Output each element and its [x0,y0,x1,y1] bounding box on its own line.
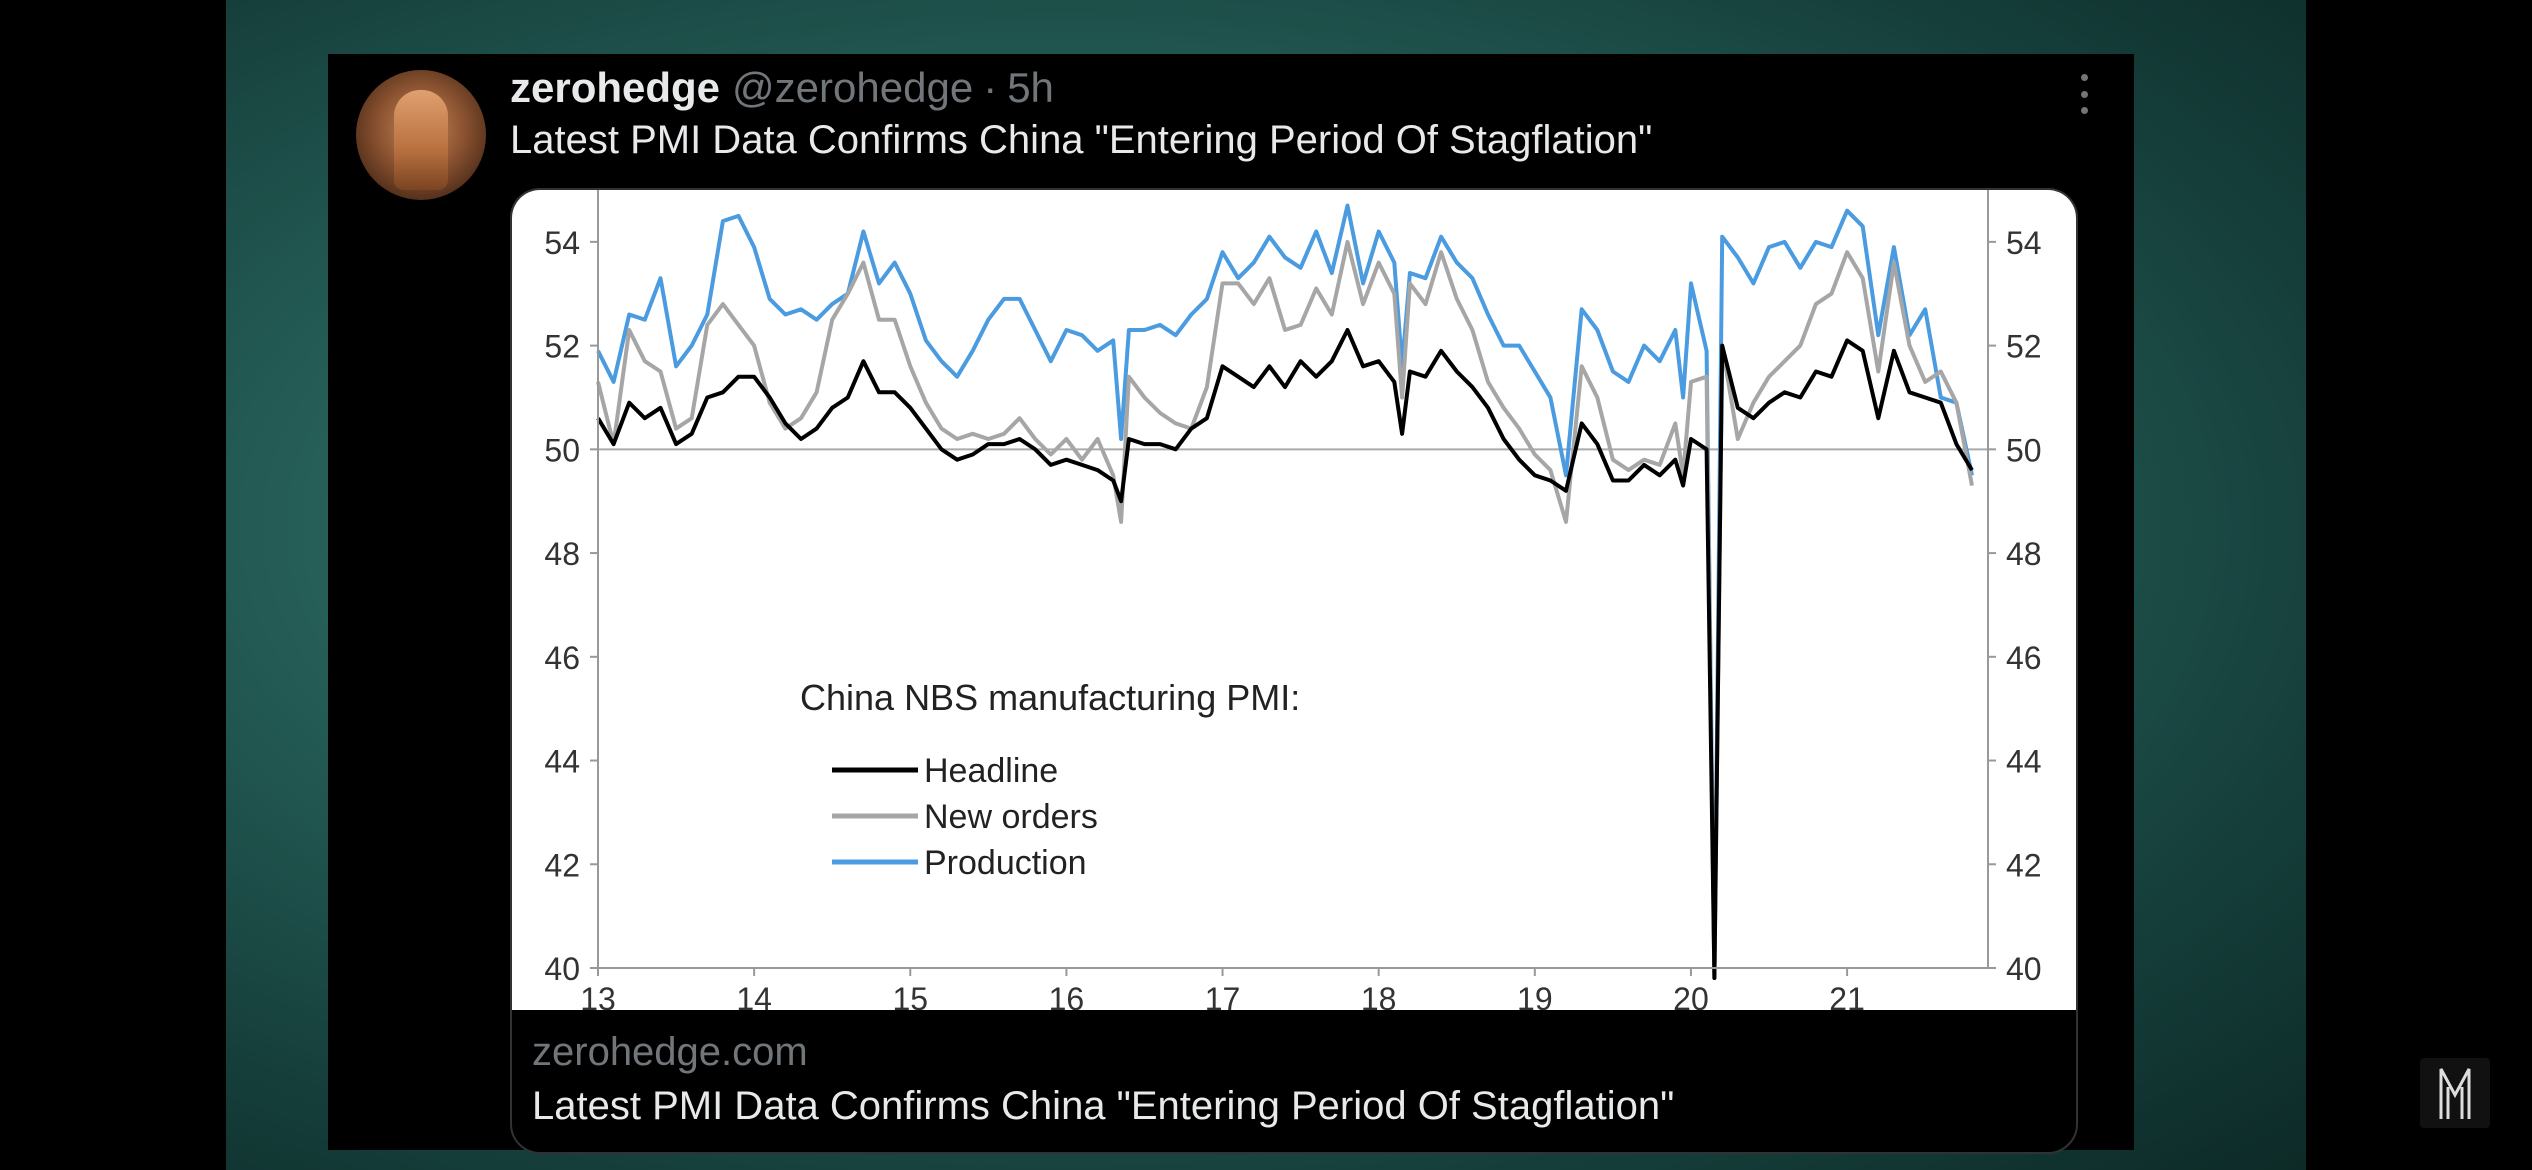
dot [2080,90,2088,98]
x-tick-label: 20 [1673,981,1709,1010]
avatar-figure [394,90,448,190]
chart-title: China NBS manufacturing PMI: [800,677,1300,718]
series-line-new-orders [596,239,1974,980]
x-tick-label: 16 [1049,981,1085,1010]
x-tick-label: 14 [736,981,772,1010]
y-tick-label-left: 54 [544,225,580,261]
display-name[interactable]: zerohedge [510,64,721,111]
y-tick-label-right: 40 [2006,951,2042,987]
avatar[interactable] [356,70,486,200]
legend-label-production: Production [924,844,1087,882]
y-tick-label-left: 46 [544,640,580,676]
dot [2080,107,2088,114]
link-title[interactable]: Latest PMI Data Confirms China "Entering… [532,1084,1675,1128]
y-tick-label-right: 54 [2006,225,2042,261]
x-tick-label: 17 [1205,981,1241,1010]
x-tick-label: 15 [892,981,928,1010]
tweet-card[interactable]: zerohedge @zerohedge · 5h Latest PMI Dat… [328,54,2134,1154]
y-tick-label-left: 50 [544,432,580,468]
legend-label-new-orders: New orders [924,798,1098,836]
tweet-header: zerohedge @zerohedge · 5h [510,64,1054,116]
y-tick-label-right: 42 [2006,847,2042,883]
x-tick-label: 18 [1361,981,1397,1010]
legend-label-headline: Headline [924,752,1058,790]
y-tick-label-left: 42 [544,847,580,883]
chart-image[interactable]: 40 40 42 42 44 44 46 46 48 48 50 50 52 52 54 54 13 14 15 16… [512,190,2076,1010]
y-tick-label-left: 44 [544,744,580,780]
link-domain[interactable]: zerohedge.com [532,1030,808,1074]
y-tick-label-right: 52 [2006,329,2042,365]
x-tick-label: 13 [580,981,616,1010]
y-tick-label-right: 46 [2006,640,2042,676]
dot [2080,74,2088,81]
y-tick-label-left: 48 [544,536,580,572]
user-handle[interactable]: @zerohedge [732,64,974,111]
tweet-text: Latest PMI Data Confirms China "Entering… [510,118,1653,162]
more-options-icon[interactable] [2074,74,2094,114]
y-tick-label-right: 48 [2006,536,2042,572]
tweet-timestamp[interactable]: 5h [1007,64,1054,111]
x-tick-label: 19 [1517,981,1553,1010]
link-preview-card[interactable]: 40 40 42 42 44 44 46 46 48 48 50 50 52 52 54 54 13 14 15 16… [510,188,2078,1154]
y-tick-label-right: 44 [2006,744,2042,780]
header-separator: · [983,64,998,111]
y-tick-label-left: 52 [544,329,580,365]
y-tick-label-left: 40 [544,951,580,987]
channel-logo-icon [2420,1058,2490,1128]
y-tick-label-right: 50 [2006,432,2042,468]
series-line-production [596,203,1974,980]
series-line-headline [596,328,1974,980]
x-tick-label: 21 [1829,981,1865,1010]
pmi-chart: 40 40 42 42 44 44 46 46 48 48 50 50 52 52 54 54 13 14 15 16… [544,190,2042,1010]
